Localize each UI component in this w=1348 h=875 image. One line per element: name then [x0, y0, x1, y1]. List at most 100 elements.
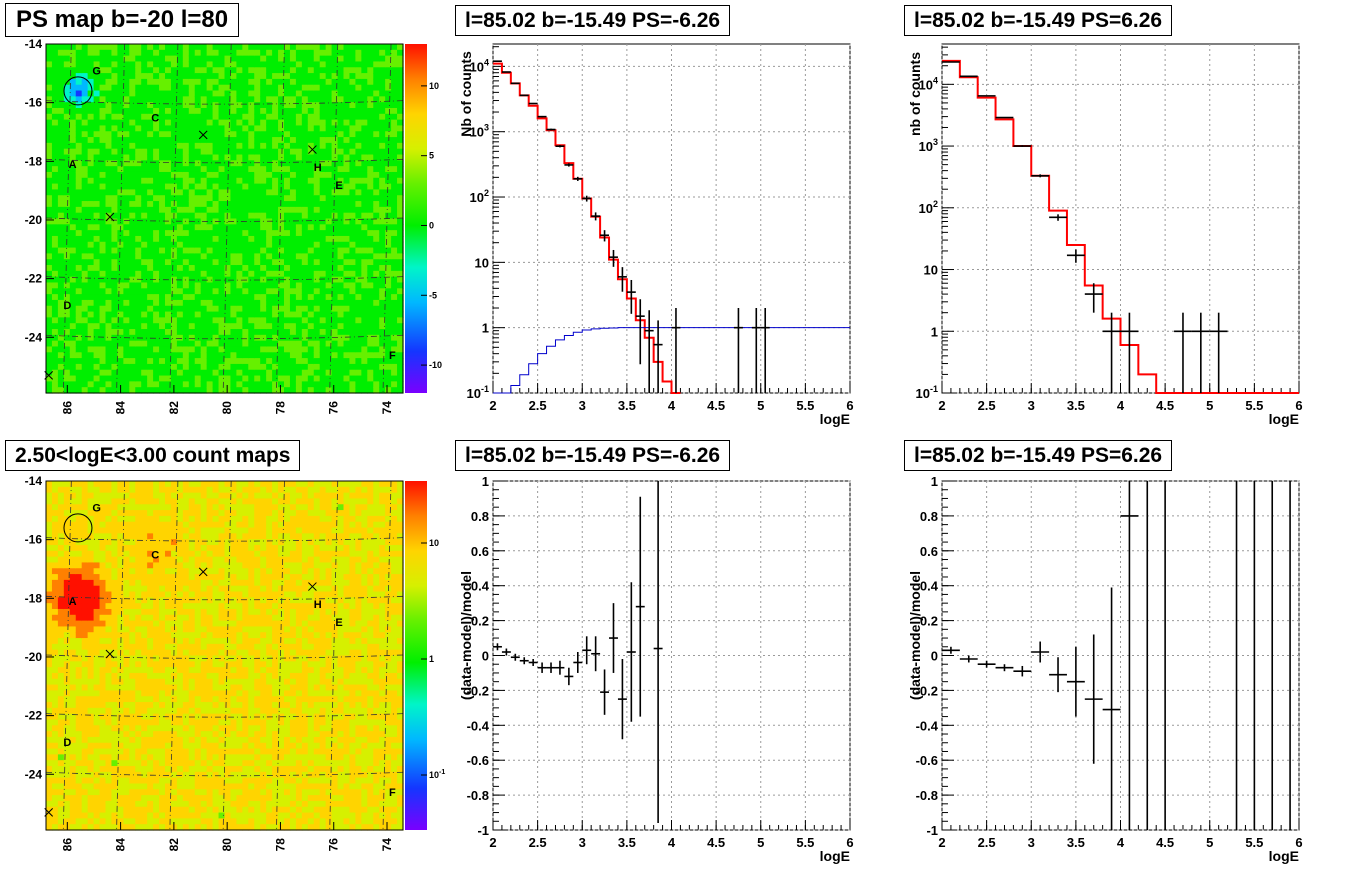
map-cell	[188, 177, 196, 185]
map-cell	[313, 334, 321, 342]
map-cell	[46, 806, 53, 814]
map-cell	[159, 800, 166, 808]
map-cell	[123, 690, 130, 697]
map-cell	[135, 195, 142, 202]
map-cell	[254, 131, 261, 138]
map-cell	[337, 282, 345, 289]
map-cell	[170, 492, 178, 500]
map-cell	[349, 84, 356, 92]
map-cell	[170, 323, 178, 330]
map-cell	[373, 137, 380, 144]
map-cell	[242, 241, 249, 249]
map-cell	[159, 760, 166, 767]
map-cell	[194, 44, 202, 51]
map-cell	[337, 90, 345, 97]
map-cell	[81, 299, 89, 307]
map-cell	[218, 270, 226, 278]
map-cell	[236, 311, 243, 318]
map-cell	[75, 492, 83, 500]
map-cell	[75, 544, 83, 552]
map-cell	[337, 201, 345, 208]
map-cell	[343, 358, 351, 365]
map-cell	[105, 154, 113, 161]
map-cell	[218, 171, 226, 179]
map-cell	[313, 148, 321, 156]
map-cell	[343, 84, 351, 92]
map-cell	[170, 177, 178, 185]
map-cell	[129, 253, 136, 260]
map-cell	[117, 323, 124, 330]
map-cell	[81, 358, 89, 365]
map-cell	[248, 247, 255, 254]
map-cell	[105, 125, 113, 132]
map-cell	[266, 265, 273, 272]
map-cell	[170, 311, 178, 318]
map-cell	[141, 49, 148, 57]
map-cell	[337, 218, 345, 225]
map-cell	[153, 119, 160, 127]
map-cell	[397, 305, 404, 313]
map-cell	[117, 515, 124, 523]
map-cell	[224, 259, 232, 266]
map-cell	[141, 375, 148, 382]
map-cell	[81, 574, 89, 581]
map-cell	[117, 171, 124, 179]
map-cell	[57, 253, 65, 260]
map-cell	[307, 253, 315, 260]
map-cell	[93, 270, 101, 278]
map-cell	[397, 224, 404, 231]
map-cell	[176, 323, 184, 330]
map-cell	[135, 760, 142, 767]
map-cell	[224, 73, 232, 80]
map-cell	[93, 305, 101, 313]
map-cell	[170, 282, 178, 289]
map-cell	[242, 177, 249, 185]
map-cell	[289, 55, 297, 63]
map-cell	[266, 387, 273, 394]
map-cell	[284, 299, 291, 307]
map-cell	[111, 591, 118, 598]
map-cell	[367, 334, 374, 342]
map-cell	[51, 90, 59, 97]
map-cell	[87, 183, 95, 191]
map-cell	[379, 166, 386, 173]
map-cell	[254, 119, 261, 127]
map-cell	[278, 375, 285, 382]
map-cell	[361, 230, 368, 237]
map-cell	[69, 125, 77, 132]
map-cell	[182, 235, 190, 243]
map-cell	[284, 241, 291, 249]
map-cell	[212, 177, 220, 185]
map-cell	[123, 375, 130, 382]
map-cell	[46, 358, 53, 365]
map-cell	[63, 84, 71, 92]
map-cell	[188, 346, 196, 353]
map-cell	[319, 346, 327, 353]
map-cell	[224, 352, 232, 359]
map-cell	[147, 667, 154, 674]
map-cell	[105, 270, 113, 278]
map-cell	[260, 282, 267, 289]
map-grid-line	[222, 43, 232, 394]
map-cell	[379, 102, 386, 109]
map-cell	[212, 294, 220, 301]
map-cell	[129, 568, 136, 575]
map-cell	[319, 363, 327, 371]
map-cell	[212, 67, 220, 74]
map-cell	[159, 369, 166, 377]
map-cell	[87, 160, 95, 167]
map-cell	[266, 259, 273, 266]
map-cell	[51, 253, 59, 260]
map-cell	[123, 824, 130, 831]
map-cell	[313, 224, 321, 231]
map-cell	[165, 84, 172, 92]
map-cell	[129, 649, 136, 657]
map-cell	[361, 84, 368, 92]
map-cell	[123, 352, 130, 359]
map-cell	[63, 777, 71, 785]
map-cell	[361, 78, 368, 86]
map-cell	[129, 544, 136, 552]
map-cell	[373, 305, 380, 313]
map-cell	[170, 707, 178, 715]
map-cell	[111, 44, 118, 51]
